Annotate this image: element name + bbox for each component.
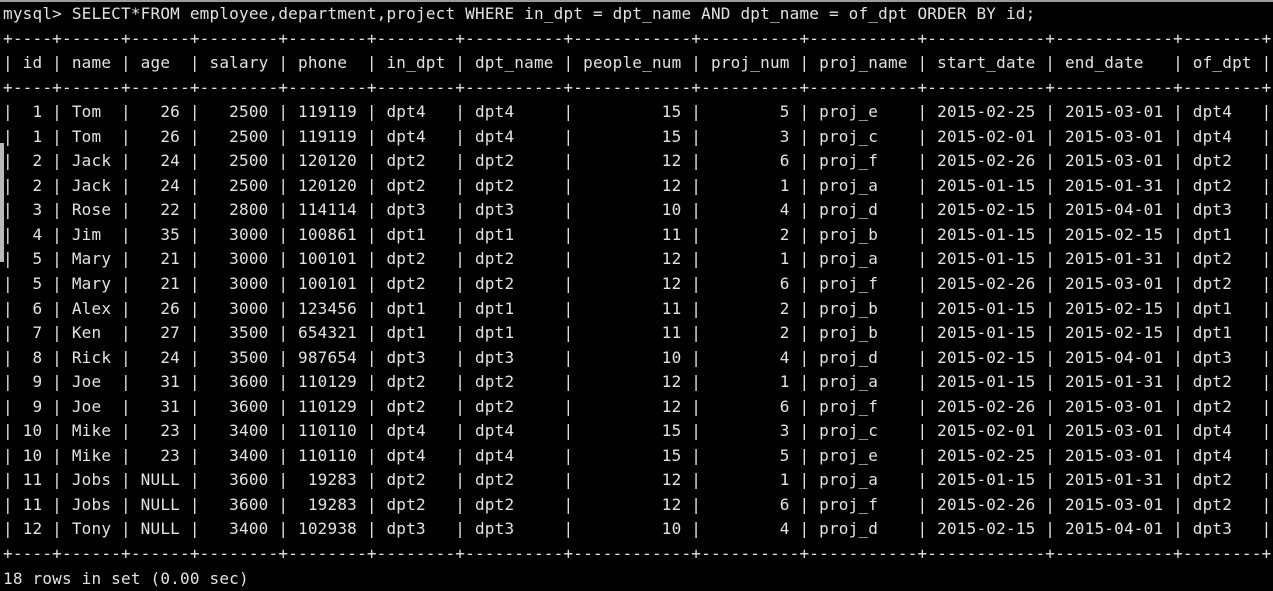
mysql-prompt: mysql> [3,4,72,23]
scrollbar-fragment[interactable] [0,143,4,262]
window-top-border [0,0,1273,2]
query-text: SELECT*FROM employee,department,project … [71,4,1036,23]
result-table: +----+------+------+--------+--------+--… [3,28,1272,564]
status-line: 18 rows in set (0.00 sec) [3,568,249,588]
